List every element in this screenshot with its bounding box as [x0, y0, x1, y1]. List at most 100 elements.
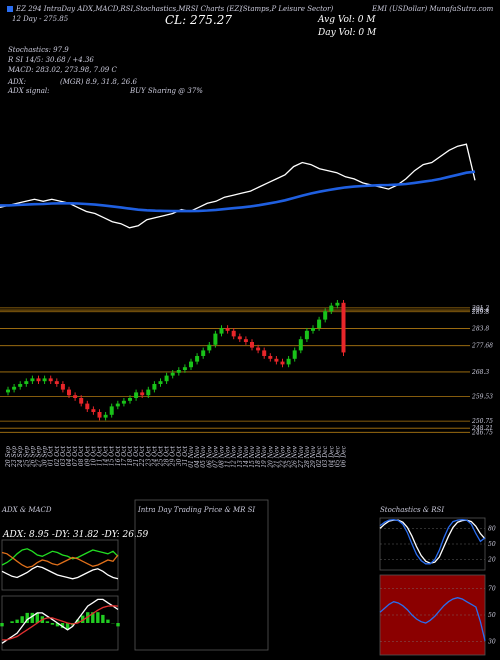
x-tick-label: 06 Dec [341, 445, 348, 467]
x-tick-label: 27 Sep [36, 446, 43, 468]
x-tick-label: 24 Sep [17, 446, 24, 468]
candle-body [280, 361, 285, 365]
candle-body [30, 378, 35, 382]
candle-body [115, 403, 120, 407]
annotation: Stochastics: 97.9 [8, 46, 69, 54]
candle-body [182, 367, 187, 370]
y-tick-label: 80 [488, 525, 496, 532]
candle-body [219, 328, 224, 334]
y-tick-label: 50 [488, 612, 496, 619]
x-tick-label: 07 Oct [72, 445, 79, 466]
bar [30, 612, 34, 623]
candle-body [243, 339, 248, 342]
x-tick-label: 24 Oct [151, 445, 158, 467]
annotation: BUY Sharing @ 37% [129, 87, 203, 95]
line [1, 548, 119, 566]
x-tick-label: 06 Nov [206, 445, 213, 467]
bar [20, 616, 24, 623]
candle-body [134, 392, 139, 398]
candle-body [73, 395, 78, 398]
y-tick-label: 259.53 [471, 394, 493, 401]
bar [45, 621, 50, 623]
x-tick-label: 04 Dec [328, 445, 335, 467]
candle-body [268, 356, 273, 359]
x-tick-label: 14 Nov [243, 445, 250, 467]
line [1, 551, 119, 569]
candle-body [176, 370, 181, 373]
line [1, 565, 119, 580]
x-tick-label: 03 Oct [60, 445, 67, 466]
bar [0, 623, 4, 627]
y-tick-label: 277.68 [471, 343, 493, 350]
candle-body [323, 311, 328, 320]
bar [91, 612, 95, 623]
candle-body [250, 342, 254, 348]
panel-title: ADX & MACD [1, 506, 52, 514]
annotation: (MGR) 8.9, 31.8, 26.6 [60, 78, 137, 86]
x-tick-label: 17 Oct [121, 445, 128, 466]
x-tick-label: 28 Nov [304, 445, 311, 468]
x-tick-label: 29 Oct [170, 445, 177, 467]
candle-body [225, 328, 230, 331]
x-tick-label: 18 Nov [255, 445, 262, 467]
y-tick-label: 248.21 [471, 425, 493, 432]
candle-body [274, 358, 279, 362]
candle-body [201, 350, 206, 356]
candle-body [79, 398, 84, 404]
bar [15, 619, 19, 623]
x-tick-label: 30 Sep [42, 446, 49, 467]
candle-body [311, 328, 315, 331]
x-tick-label: 31 Oct [182, 445, 189, 466]
y-tick-label: 283.8 [471, 326, 489, 333]
candle-body [213, 333, 218, 345]
candle-body [48, 378, 53, 382]
bar [101, 614, 105, 623]
x-tick-label: 27 Nov [298, 445, 305, 468]
line [0, 170, 476, 213]
panel-title: Intra Day Trading Price & MR SI [137, 506, 255, 514]
x-tick-label: 08 Oct [78, 445, 85, 466]
y-tick-label: 268.3 [471, 369, 489, 376]
candle-body [286, 358, 291, 365]
x-tick-label: 05 Nov [200, 445, 207, 467]
x-tick-label: 14 Oct [103, 445, 110, 466]
x-tick-label: 20 Nov [267, 445, 274, 468]
line [1, 598, 119, 644]
candle-body [189, 361, 193, 368]
bar [10, 621, 14, 623]
y-tick-label: 290.4 [471, 307, 489, 314]
x-tick-label: 21 Nov [273, 445, 280, 468]
x-tick-label: 25 Nov [286, 445, 293, 468]
x-tick-label: 26 Nov [292, 445, 299, 468]
x-tick-label: 18 Oct [127, 445, 134, 466]
line [379, 597, 486, 641]
y-tick-label: 30 [488, 639, 496, 646]
x-tick-label: 20 Sep [5, 446, 12, 468]
y-tick-label: 291.2 [471, 305, 489, 312]
bar [60, 623, 65, 629]
candle-body [164, 375, 169, 382]
adx-values: ADX: 8.95 -DY: 31.82 -DY: 26.59 [2, 530, 149, 540]
x-tick-label: 21 Oct [133, 445, 140, 467]
x-tick-label: 08 Nov [219, 445, 226, 467]
x-tick-label: 26 Sep [29, 446, 36, 468]
candle-body [329, 305, 334, 312]
x-tick-label: 02 Dec [316, 445, 323, 467]
x-tick-label: 01 Oct [48, 445, 55, 466]
bar [50, 623, 55, 625]
x-tick-label: 13 Nov [237, 445, 244, 467]
candle-body [298, 339, 303, 351]
annotation: ADX signal: [7, 87, 49, 95]
candle-body [256, 347, 261, 351]
x-tick-label: 23 Sep [11, 446, 18, 468]
logo-square [7, 6, 13, 12]
bar [35, 612, 39, 623]
x-tick-label: 01 Nov [188, 445, 195, 467]
x-tick-label: 22 Oct [139, 445, 146, 467]
annotation: MACD: 283.02, 273.98, 7.09 C [7, 66, 117, 74]
line [2, 605, 119, 641]
bar [96, 612, 100, 623]
candle-body [317, 319, 322, 328]
